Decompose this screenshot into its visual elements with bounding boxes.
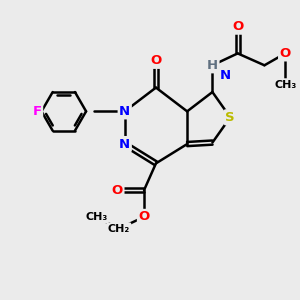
Text: N: N [220,69,231,82]
Text: N: N [119,138,130,151]
Text: S: S [225,111,235,124]
Text: CH₂: CH₂ [108,224,130,234]
Text: O: O [150,54,162,67]
Text: CH₃: CH₃ [274,80,296,90]
Text: F: F [32,105,42,118]
Text: O: O [112,184,123,196]
Text: O: O [138,210,150,224]
Text: O: O [232,20,243,33]
Text: H: H [207,59,218,72]
Text: N: N [119,105,130,118]
Text: CH₃: CH₃ [85,212,108,222]
Text: O: O [280,47,291,60]
